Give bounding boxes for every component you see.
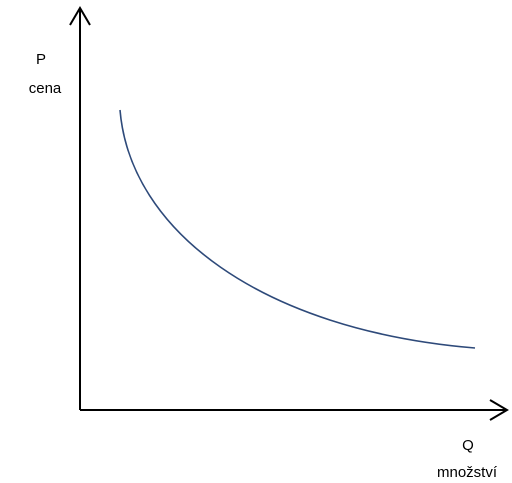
y-axis — [69, 6, 91, 410]
x-axis-arrowhead-icon — [489, 399, 509, 421]
y-axis-arrowhead-icon — [69, 6, 91, 26]
y-axis-name: cena — [29, 80, 62, 97]
x-axis-name: množství — [437, 464, 498, 481]
demand-curve — [119, 109, 476, 349]
x-axis — [80, 399, 509, 421]
x-axis-symbol: Q — [462, 437, 474, 454]
y-axis-symbol: P — [36, 51, 46, 68]
